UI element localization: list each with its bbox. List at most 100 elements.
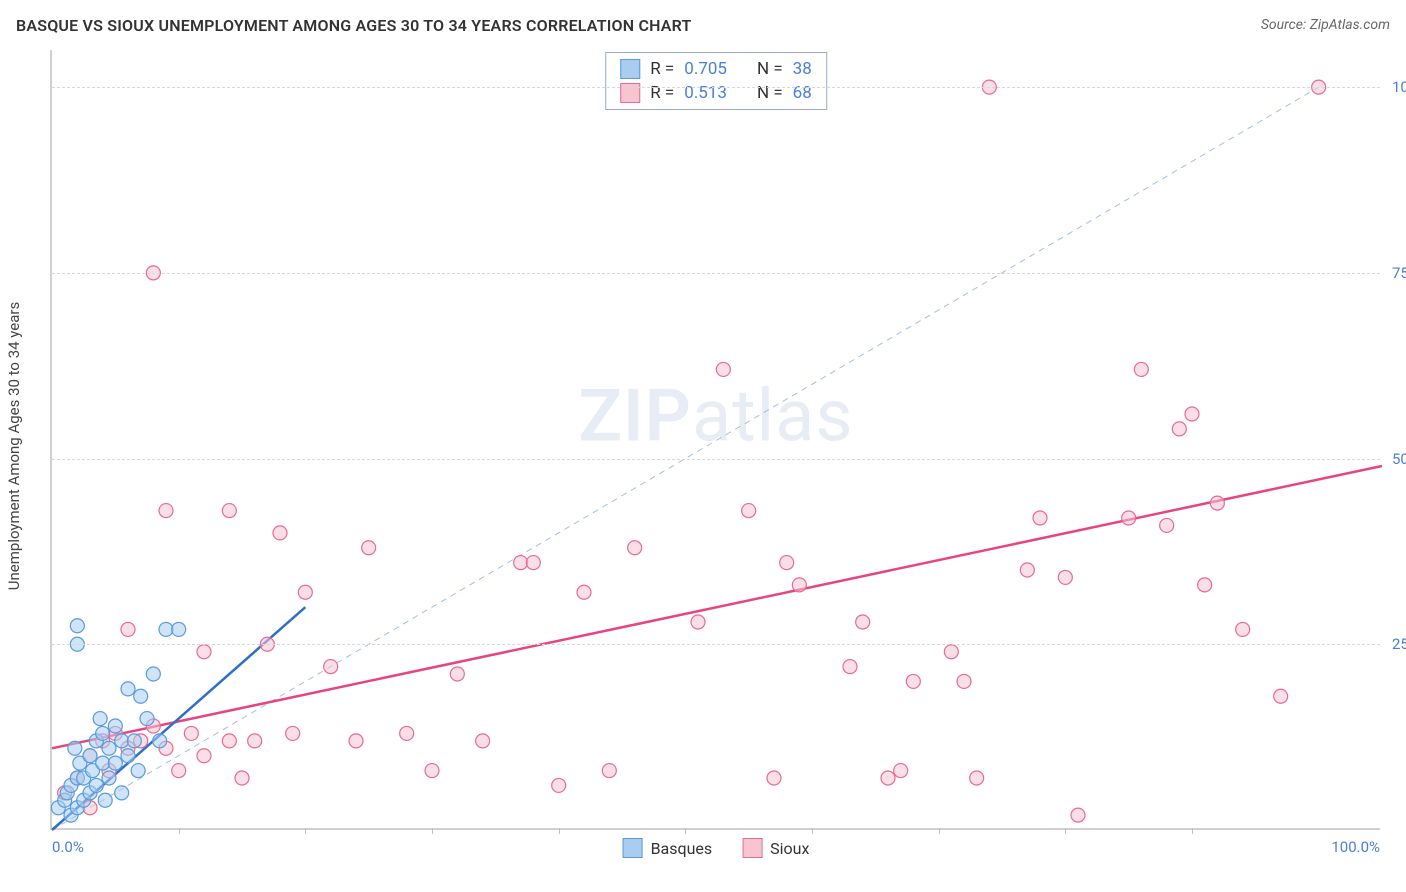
data-point-basques [121, 682, 135, 696]
data-point-sioux [298, 585, 312, 599]
data-point-basques [127, 734, 141, 748]
data-point-sioux [894, 764, 908, 778]
legend-label: Sioux [770, 839, 809, 858]
source-prefix: Source: [1261, 17, 1310, 33]
legend-item-basques: Basques [623, 838, 713, 858]
y-axis-label: Unemployment Among Ages 30 to 34 years [5, 302, 23, 590]
x-tick [432, 828, 433, 834]
x-tick [812, 828, 813, 834]
plot-area: ZIPatlas R =0.705N =38R =0.513N =68 Basq… [50, 50, 1380, 830]
gridline-h [52, 644, 1380, 645]
data-point-sioux [792, 578, 806, 592]
correlation-legend-row: R =0.513N =68 [620, 81, 812, 105]
data-point-sioux [1058, 570, 1072, 584]
data-point-basques [102, 741, 116, 755]
data-point-sioux [1236, 622, 1250, 636]
data-point-basques [96, 756, 110, 770]
data-point-sioux [1020, 563, 1034, 577]
x-axis-max-label: 100.0% [1331, 838, 1380, 856]
data-point-sioux [222, 504, 236, 518]
data-point-sioux [1172, 422, 1186, 436]
data-point-basques [70, 619, 84, 633]
r-value: 0.705 [684, 59, 727, 79]
data-point-sioux [184, 726, 198, 740]
data-point-basques [140, 712, 154, 726]
data-point-sioux [691, 615, 705, 629]
data-point-sioux [1198, 578, 1212, 592]
data-point-sioux [742, 504, 756, 518]
data-point-sioux [1033, 511, 1047, 525]
data-point-basques [108, 719, 122, 733]
data-point-sioux [197, 645, 211, 659]
data-point-sioux [716, 362, 730, 376]
data-point-sioux [286, 726, 300, 740]
data-point-sioux [349, 734, 363, 748]
data-point-sioux [602, 764, 616, 778]
source-name: ZipAtlas.com [1310, 17, 1390, 33]
y-tick-label: 100.0% [1384, 78, 1406, 96]
data-point-sioux [526, 556, 540, 570]
n-label: N = [757, 59, 783, 79]
data-point-sioux [843, 660, 857, 674]
data-point-sioux [780, 556, 794, 570]
data-point-basques [134, 689, 148, 703]
data-point-basques [68, 741, 82, 755]
y-tick-label: 50.0% [1384, 450, 1406, 468]
chart-svg [52, 50, 1380, 828]
data-point-sioux [1122, 511, 1136, 525]
data-point-sioux [1071, 808, 1085, 822]
correlation-legend-row: R =0.705N =38 [620, 57, 812, 81]
x-tick [685, 828, 686, 834]
data-point-basques [172, 622, 186, 636]
chart-header: BASQUE VS SIOUX UNEMPLOYMENT AMONG AGES … [0, 0, 1406, 40]
data-point-basques [131, 764, 145, 778]
data-point-sioux [476, 734, 490, 748]
data-point-sioux [235, 771, 249, 785]
n-value: 68 [793, 83, 812, 103]
gridline-h [52, 273, 1380, 274]
chart-title: BASQUE VS SIOUX UNEMPLOYMENT AMONG AGES … [16, 16, 692, 35]
x-tick [305, 828, 306, 834]
data-point-sioux [172, 764, 186, 778]
data-point-basques [96, 726, 110, 740]
x-tick [1065, 828, 1066, 834]
data-point-sioux [425, 764, 439, 778]
data-point-sioux [957, 674, 971, 688]
data-point-sioux [450, 667, 464, 681]
data-point-sioux [944, 645, 958, 659]
data-point-sioux [906, 674, 920, 688]
legend-item-sioux: Sioux [742, 838, 809, 858]
legend-swatch [623, 838, 643, 858]
data-point-sioux [970, 771, 984, 785]
data-point-sioux [767, 771, 781, 785]
data-point-basques [102, 771, 116, 785]
data-point-sioux [1185, 407, 1199, 421]
data-point-sioux [1274, 689, 1288, 703]
data-point-basques [83, 749, 97, 763]
data-point-sioux [273, 526, 287, 540]
data-point-sioux [514, 556, 528, 570]
legend-label: Basques [651, 839, 713, 858]
data-point-sioux [856, 615, 870, 629]
data-point-sioux [362, 541, 376, 555]
y-tick-label: 75.0% [1384, 264, 1406, 282]
legend-swatch [620, 59, 640, 79]
data-point-sioux [1160, 518, 1174, 532]
data-point-basques [115, 734, 129, 748]
r-value: 0.513 [684, 83, 727, 103]
data-point-sioux [881, 771, 895, 785]
data-point-basques [89, 778, 103, 792]
gridline-h [52, 87, 1380, 88]
data-point-sioux [222, 734, 236, 748]
x-tick [1192, 828, 1193, 834]
data-point-basques [93, 712, 107, 726]
legend-swatch [742, 838, 762, 858]
data-point-sioux [577, 585, 591, 599]
data-point-basques [121, 749, 135, 763]
correlation-legend: R =0.705N =38R =0.513N =68 [605, 52, 827, 110]
data-point-sioux [628, 541, 642, 555]
x-tick [559, 828, 560, 834]
data-point-basques [115, 786, 129, 800]
source-attribution: Source: ZipAtlas.com [1261, 17, 1390, 33]
x-tick [939, 828, 940, 834]
